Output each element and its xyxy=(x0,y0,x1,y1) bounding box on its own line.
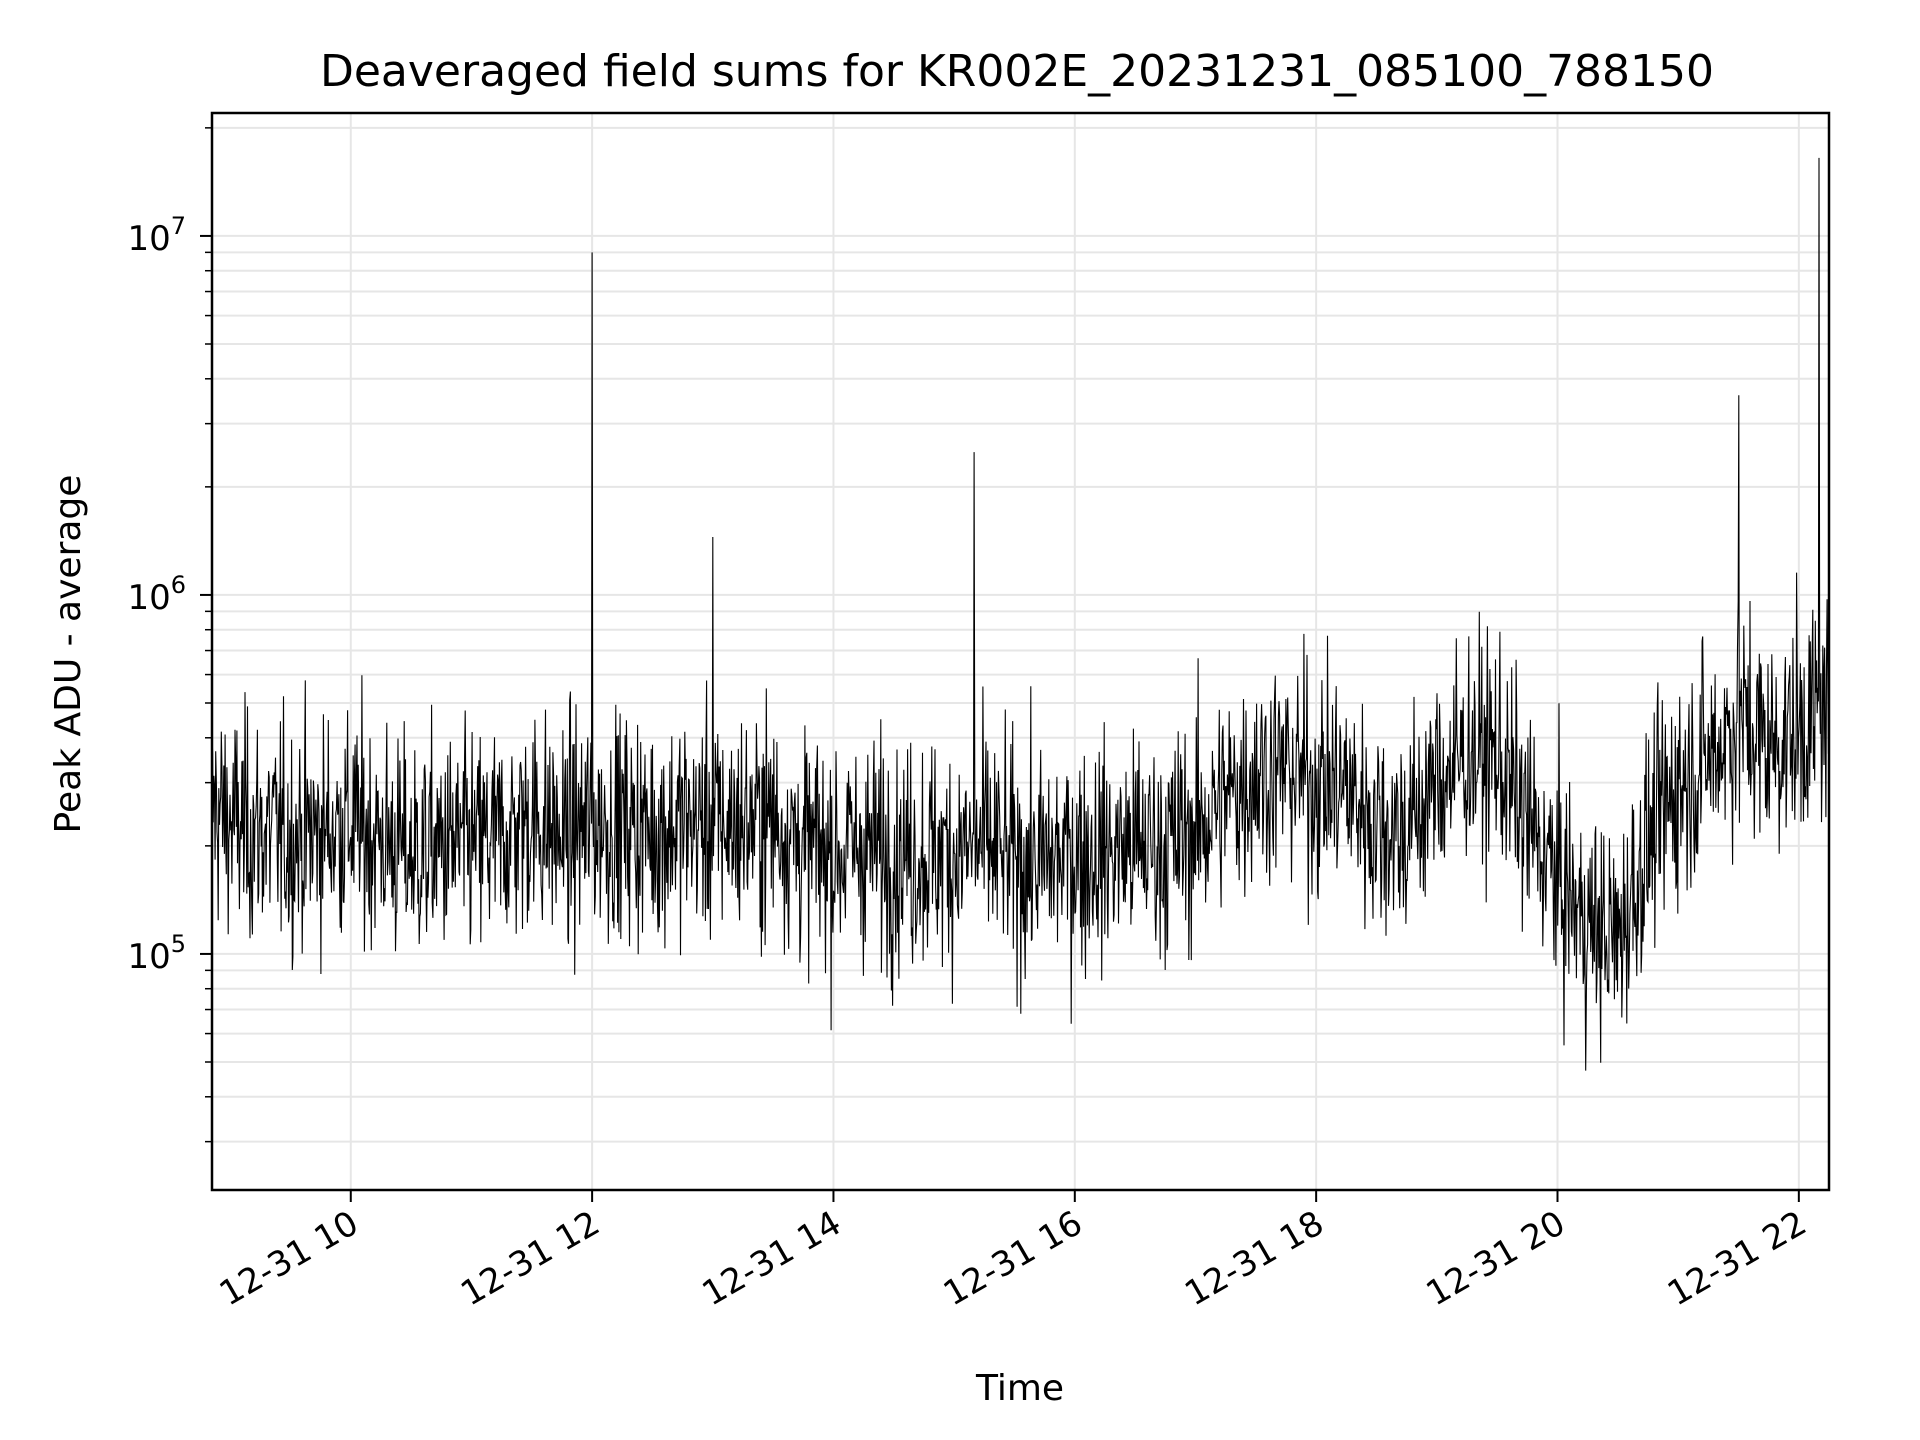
chart-title: Deaveraged field sums for KR002E_2023123… xyxy=(320,46,1714,97)
x-axis-label: Time xyxy=(975,1368,1064,1409)
series-line xyxy=(211,157,1830,1071)
series-path xyxy=(211,157,1830,1071)
plot-frame xyxy=(210,111,1831,1192)
y-tick-label: 107 xyxy=(127,212,186,259)
y-axis: 105 106 107 xyxy=(127,127,212,1143)
y-axis-label: Peak ADU - average xyxy=(48,475,89,834)
y-tick-label: 106 xyxy=(127,571,186,618)
y-tick-label: 105 xyxy=(127,930,186,977)
